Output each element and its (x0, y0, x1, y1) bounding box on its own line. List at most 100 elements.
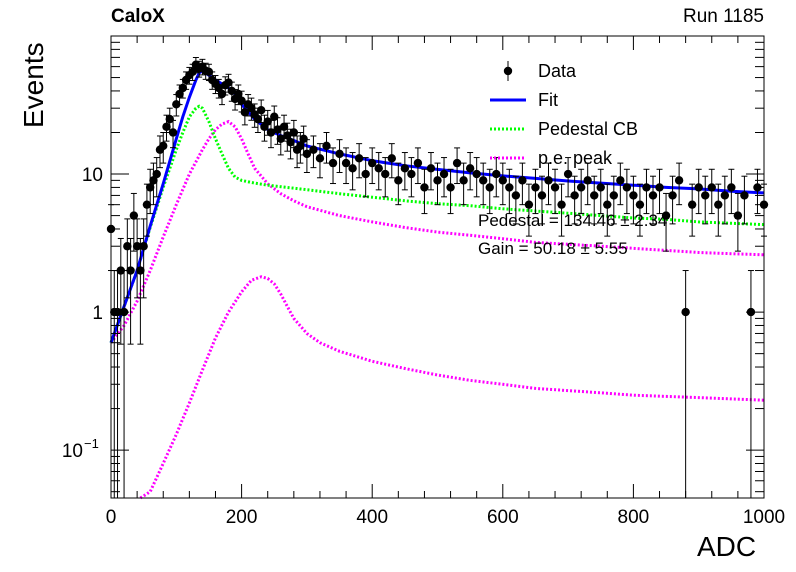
data-marker (524, 200, 534, 209)
data-marker (550, 183, 560, 192)
x-tick-label: 1000 (743, 507, 785, 528)
data-marker (596, 183, 605, 192)
data-marker (629, 191, 638, 200)
data-point (479, 162, 488, 206)
data-point (296, 131, 305, 164)
data-point (635, 183, 645, 237)
data-point (446, 168, 455, 215)
data-marker (270, 112, 279, 121)
data-point (368, 147, 377, 185)
data-point (694, 168, 703, 215)
data-marker (168, 128, 178, 137)
legend-label: Data (538, 61, 577, 81)
data-point (341, 147, 351, 185)
data-point (348, 152, 357, 191)
data-marker (505, 183, 514, 192)
data-marker (694, 183, 703, 192)
data-point (309, 135, 318, 169)
data-marker (544, 176, 553, 185)
y-tick-label: 1 (92, 303, 103, 324)
x-tick-label: 0 (106, 507, 117, 528)
data-marker (132, 242, 142, 251)
data-point (570, 175, 579, 225)
data-marker (537, 191, 547, 200)
data-marker (234, 89, 243, 99)
x-tick-label: 200 (226, 507, 258, 528)
data-marker (368, 158, 377, 168)
data-marker (328, 158, 338, 168)
data-point (537, 175, 547, 225)
data-point (328, 147, 338, 185)
data-marker (707, 183, 716, 192)
data-marker (354, 154, 364, 163)
data-point (266, 119, 276, 149)
data-point (492, 157, 501, 198)
data-point (361, 157, 370, 198)
data-marker (341, 158, 351, 168)
series-p-e-peak (109, 119, 765, 344)
data-marker (407, 169, 416, 179)
data-point (550, 168, 560, 215)
data-marker (253, 114, 263, 124)
data-marker (603, 200, 612, 209)
data-point (511, 175, 521, 225)
y-tick-label: 10 (62, 441, 83, 462)
data-marker (266, 128, 276, 137)
data-point (622, 168, 632, 215)
data-marker (518, 176, 527, 185)
data-point (740, 175, 749, 225)
data-marker (165, 114, 174, 124)
data-marker (413, 158, 423, 168)
data-point (381, 157, 390, 198)
data-marker (315, 154, 325, 163)
data-marker (286, 138, 295, 147)
data-marker (511, 191, 521, 200)
data-marker (387, 154, 396, 163)
data-marker (590, 191, 599, 200)
data-point (563, 157, 573, 198)
data-point (123, 218, 132, 299)
data-point (720, 175, 730, 225)
data-point (413, 147, 423, 185)
data-point (707, 168, 716, 215)
data-marker (116, 266, 125, 275)
data-marker (335, 149, 344, 159)
data-point (465, 152, 475, 191)
data-marker (256, 106, 266, 115)
data-point (524, 183, 534, 237)
data-marker (273, 125, 282, 134)
data-point (459, 162, 468, 206)
data-marker (655, 183, 664, 192)
x-axis-title: ADC (697, 531, 757, 562)
data-point (126, 237, 135, 345)
data-point (609, 175, 619, 225)
data-marker (178, 83, 188, 93)
data-marker (727, 183, 736, 192)
legend-label: Fit (538, 90, 558, 110)
curves-layer (109, 68, 765, 500)
data-marker (126, 266, 135, 275)
data-marker (162, 122, 171, 131)
y-tick-label: 10 (82, 165, 103, 186)
data-point (394, 162, 403, 206)
data-marker (498, 176, 507, 185)
data-point (149, 162, 158, 206)
data-marker (302, 149, 312, 159)
data-point (642, 168, 651, 215)
data-marker (648, 191, 658, 200)
data-marker (123, 242, 132, 251)
data-marker (701, 191, 710, 200)
data-marker (459, 176, 468, 185)
data-point (505, 168, 514, 215)
data-marker (557, 200, 566, 209)
data-marker (674, 176, 684, 185)
data-point (400, 152, 410, 191)
experiment-label: CaloX (111, 6, 165, 27)
data-point (714, 183, 723, 237)
fit-annotations: Pedestal = 134.46 ± 2.34 Gain = 50.18 ± 5… (478, 211, 667, 258)
data-marker (687, 200, 697, 209)
data-point (439, 157, 449, 198)
data-point (603, 183, 612, 237)
data-marker (188, 67, 197, 77)
data-marker (400, 164, 410, 173)
